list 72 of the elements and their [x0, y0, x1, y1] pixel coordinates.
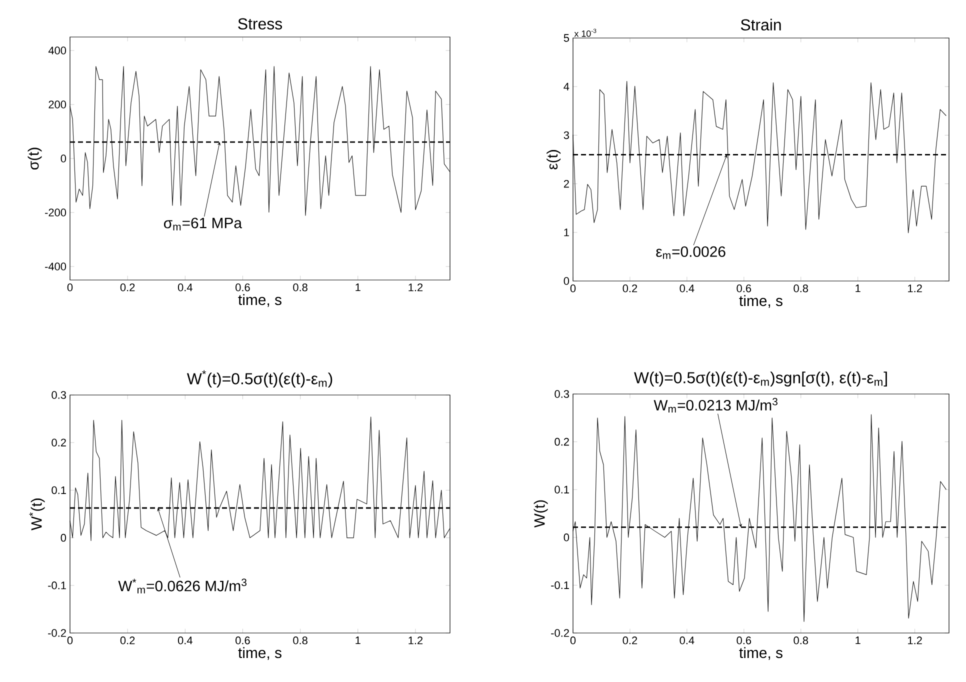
y-tick-label: -200: [45, 208, 66, 216]
y-tick-label: 2: [564, 180, 569, 188]
y-tick-label: 200: [48, 100, 66, 108]
x-tick-label: 1: [856, 284, 860, 292]
y-tick-label: 0.2: [52, 438, 66, 446]
y-axis-title: W(t): [534, 500, 548, 528]
x-tick-label: 0.8: [293, 284, 308, 292]
y-tick-label: 0.3: [52, 391, 66, 399]
line-series: [572, 414, 946, 622]
y-tick-label: -0.1: [551, 581, 569, 590]
y-tick-label: -0.1: [48, 582, 66, 590]
y-tick-label: 0.3: [554, 390, 569, 398]
chart-title: Strain: [740, 18, 781, 30]
x-tick-label: 0.8: [794, 284, 808, 292]
chart-title: W(t)=0.5σ(t)(ε(t)-ε$_{m}$)sgn[σ(t), ε(t)-ε$_{m}$]: [634, 372, 887, 387]
y-tick-label: 0: [564, 534, 570, 542]
x-tick-label: 0.4: [680, 284, 694, 292]
x-tick-label: 0.4: [680, 636, 694, 644]
chart-title: W$^{*}$(t)=0.5σ(t)(ε(t)-ε$_{m}$): [186, 370, 332, 388]
line-series: [70, 66, 450, 216]
x-tick-label: 0.4: [178, 284, 192, 292]
x-tick-label: 1: [356, 284, 360, 292]
y-tick-label: 0.1: [52, 486, 66, 494]
y-tick-label: 5: [564, 34, 570, 42]
x-tick-label: 0.2: [120, 284, 135, 292]
x-tick-label: 1: [856, 636, 860, 644]
chart-title: Stress: [238, 18, 282, 30]
y-tick-label: 0: [564, 277, 570, 285]
annotation: W$_{m}$=0.0213 MJ/m$^{3}$: [654, 398, 778, 413]
x-tick-label: 1.2: [908, 284, 922, 292]
y-axis-title: ε(t): [546, 150, 561, 170]
x-tick-label: 0: [67, 284, 73, 292]
annotation: σ$_{m}$=61 MPa: [164, 218, 242, 230]
y-axis-title: W$^{*}$(t): [29, 498, 45, 530]
x-tick-label: 0.6: [236, 284, 250, 292]
x-tick-label: 0.6: [736, 636, 752, 644]
x-tick-label: 0.4: [178, 636, 192, 644]
x-tick-label: 0.8: [794, 636, 808, 644]
annotation: ε$_{m}$=0.0026: [656, 246, 726, 259]
x-tick-label: 1: [356, 636, 360, 644]
y-tick-label: 400: [48, 46, 66, 54]
y-tick-label: 0: [60, 154, 66, 162]
y-tick-label: 3: [564, 131, 569, 140]
y-tick-label: 0.1: [554, 486, 569, 494]
line-series: [572, 80, 946, 234]
x-tick-label: 0.2: [120, 636, 135, 644]
x-tick-label: 1.2: [408, 284, 423, 292]
y-tick-label: -0.2: [48, 629, 66, 637]
y-tick-label: 0: [60, 534, 66, 542]
x-tick-label: 0.6: [736, 284, 752, 292]
x-tick-label: 0.8: [293, 636, 308, 644]
y-tick-label: 0.2: [554, 438, 569, 446]
x-axis-title: time, s: [739, 647, 782, 660]
x-axis-title: time, s: [238, 647, 282, 660]
x-tick-label: 1.2: [408, 636, 423, 644]
x-axis-title: time, s: [238, 294, 282, 307]
text: x 10$^{-3}$: [574, 28, 596, 37]
x-tick-label: 0.2: [622, 636, 638, 644]
x-axis-title: time, s: [739, 295, 782, 308]
x-tick-label: 0.6: [236, 636, 250, 644]
x-tick-label: 0.2: [622, 284, 638, 292]
y-tick-label: -400: [45, 262, 66, 270]
x-tick-label: 0: [570, 284, 576, 292]
y-tick-label: -0.2: [551, 629, 569, 637]
annotation: W$^{*}$$_{m}$=0.0626 MJ/m$^{3}$: [118, 578, 246, 594]
y-tick-label: 4: [564, 82, 570, 90]
x-tick-label: 0: [570, 636, 576, 644]
y-axis-title: σ(t): [28, 148, 42, 170]
x-tick-label: 1.2: [908, 636, 922, 644]
x-tick-label: 0: [67, 636, 73, 644]
y-tick-label: 1: [564, 228, 569, 236]
line-series: [70, 416, 450, 541]
